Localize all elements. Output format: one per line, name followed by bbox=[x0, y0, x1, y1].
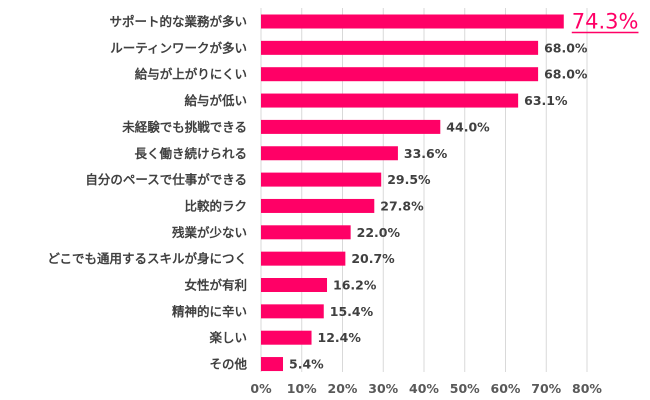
bar bbox=[261, 119, 441, 134]
x-tick-label: 0% bbox=[250, 381, 272, 396]
data-label: 29.5% bbox=[387, 172, 431, 187]
category-label: 自分のペースで仕事ができる bbox=[85, 172, 247, 187]
bar bbox=[261, 251, 346, 266]
bar bbox=[261, 225, 351, 240]
x-tick-label: 30% bbox=[368, 381, 398, 396]
data-labels: 74.3% 68.0% 68.0% 63.1% 44.0% 33.6% 29.5% 27.8%… bbox=[289, 10, 639, 372]
x-tick-label: 20% bbox=[328, 381, 358, 396]
x-tick-label: 10% bbox=[287, 381, 317, 396]
x-tick-label: 80% bbox=[572, 381, 602, 396]
data-label: 27.8% bbox=[380, 198, 424, 213]
bar bbox=[261, 146, 398, 161]
bar bbox=[261, 172, 382, 187]
category-labels: サポート的な業務が多いルーティンワークが多い給与が上がりにくい給与が低い未経験で… bbox=[47, 14, 247, 372]
data-label: 20.7% bbox=[351, 251, 395, 266]
x-tick-label: 40% bbox=[409, 381, 439, 396]
data-label: 33.6% bbox=[404, 146, 448, 161]
category-label: 楽しい bbox=[208, 330, 247, 345]
bar bbox=[261, 278, 328, 292]
x-tick-label: 70% bbox=[531, 381, 561, 396]
category-label: 女性が有利 bbox=[184, 278, 247, 293]
category-label: 未経験でも挑戦できる bbox=[121, 119, 247, 134]
category-label: 残業が少ない bbox=[172, 225, 247, 240]
x-axis-ticks: 0% 10% 20% 30% 40% 50% 60% 70% 80% bbox=[250, 381, 602, 396]
category-label: サポート的な業務が多い bbox=[109, 14, 247, 29]
category-label: 給与が低い bbox=[184, 93, 247, 108]
category-label: どこでも通用するスキルが身につく bbox=[47, 251, 247, 266]
data-label: 16.2% bbox=[333, 278, 377, 293]
data-label: 22.0% bbox=[357, 225, 401, 240]
bar bbox=[261, 198, 375, 213]
bar bbox=[261, 330, 312, 345]
category-label: 精神的に辛い bbox=[172, 304, 247, 319]
data-label: 5.4% bbox=[289, 357, 324, 372]
category-label: 給与が上がりにくい bbox=[135, 67, 247, 82]
data-label: 68.0% bbox=[544, 67, 588, 82]
data-label: 12.4% bbox=[318, 330, 362, 345]
data-label-highlight: 74.3% bbox=[572, 10, 639, 34]
data-label: 15.4% bbox=[330, 304, 374, 319]
bar bbox=[261, 40, 539, 55]
data-label: 44.0% bbox=[446, 119, 490, 134]
bars bbox=[261, 14, 564, 372]
x-tick-label: 50% bbox=[450, 381, 480, 396]
category-label: 長く働き続けられる bbox=[134, 146, 247, 161]
bar bbox=[261, 93, 519, 108]
x-tick-label: 60% bbox=[491, 381, 521, 396]
data-label: 63.1% bbox=[524, 93, 568, 108]
bar bbox=[261, 67, 539, 82]
category-label: 比較的ラク bbox=[184, 198, 247, 213]
data-label: 68.0% bbox=[544, 40, 588, 55]
bar bbox=[261, 304, 324, 319]
category-label: ルーティンワークが多い bbox=[110, 40, 247, 55]
bar bbox=[261, 14, 564, 29]
category-label: その他 bbox=[209, 357, 247, 372]
bar bbox=[261, 357, 284, 372]
